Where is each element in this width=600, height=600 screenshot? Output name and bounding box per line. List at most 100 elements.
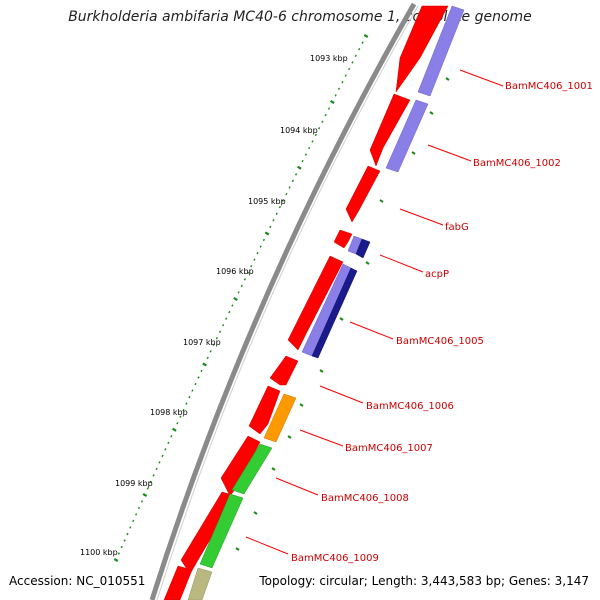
leader-line [245,536,289,555]
gene-label-1001: BamMC406_1001 [505,81,593,92]
ruler-major-tick [142,492,148,497]
ruler-major-tick [233,296,238,302]
ruler-minor-tick [243,278,247,281]
outer-tick [365,261,370,265]
ruler-minor-tick [182,408,185,412]
ruler-minor-tick [221,323,225,327]
gene-arrow-1007 [248,385,281,435]
leader-line [427,144,472,162]
ruler-minor-tick [197,376,200,379]
gene-arrow-fabg [345,165,381,223]
ruler-minor-tick [215,337,219,340]
ruler-minor-tick [246,271,250,275]
ruler-minor-tick [176,422,179,425]
outer-tick [319,369,324,373]
ruler-minor-tick [269,225,272,229]
cog-block-1005-b [311,267,358,359]
ruler-major-tick [202,362,207,367]
ruler-minor-tick [126,532,129,536]
ruler-minor-tick [317,127,321,130]
gene-label-1009: BamMC406_1009 [291,553,379,564]
ruler-minor-tick [158,461,161,464]
ruler-minor-tick [191,389,194,392]
ruler-major-tick [113,558,119,562]
ruler-minor-tick [137,506,141,510]
ruler-minor-tick [225,317,228,320]
ruler-major-tick [330,99,335,104]
ruler-minor-tick [344,74,347,77]
topology-text: Topology: circular; Length: 3,443,583 bp… [259,574,589,588]
gene-arrow-1008 [220,435,261,497]
gene-label-1007: BamMC406_1007 [345,443,433,454]
gene-arrow-1002 [369,93,411,167]
leader-line [349,321,394,340]
ruler-minor-tick [170,435,173,438]
cog-block-1007 [263,393,297,443]
ruler-minor-tick [288,186,291,189]
outer-tick [339,317,344,321]
cog-block-1001 [417,5,465,97]
gene-label-1008: BamMC406_1008 [321,493,409,504]
ruler-minor-tick [140,500,144,503]
outer-tick [411,151,416,155]
ruler-minor-tick [120,545,123,549]
gene-label-acpp: acpP [425,269,449,280]
ruler-minor-tick [228,310,231,314]
ruler-minor-tick [200,369,203,373]
ruler-minor-tick [206,356,209,360]
ruler-minor-tick [129,526,132,529]
ruler-minor-tick [337,87,341,90]
leader-line [459,69,504,87]
outer-tick [379,199,384,203]
cog-block-1010 [187,567,213,600]
ruler-minor-tick [161,454,164,458]
ruler-minor-tick [262,238,266,242]
ruler-minor-tick [167,441,170,445]
gene-arrow-1005 [287,255,344,351]
ruler-minor-tick [291,179,295,183]
leader-line [379,254,424,273]
ruler-minor-tick [285,192,288,196]
forward-gene-track [163,5,449,600]
ruler-minor-tick [347,67,351,71]
ruler-minor-tick [164,448,167,451]
ruler-major-tick [172,427,177,432]
ruler-minor-tick [275,212,278,215]
ruler-minor-tick [354,54,357,58]
gene-arrow-1010 [163,565,193,600]
cog-block-1009 [199,493,244,569]
ruler-minor-tick [185,402,188,405]
ruler-minor-tick [321,120,324,123]
ruler-minor-tick [308,146,311,150]
kbp-label: 1094 kbp [280,126,318,135]
gene-arrow-1006 [269,355,299,386]
ruler-major-tick [264,231,270,236]
ruler-minor-tick [358,47,361,51]
ruler-minor-tick [209,350,212,353]
outer-tick [429,111,434,115]
gene-label-fabg: fabG [445,222,469,233]
gene-arrow-1001 [395,5,449,93]
ruler-minor-tick [324,113,327,117]
ruler-minor-tick [272,219,275,222]
ruler-minor-tick [218,330,222,333]
cog-block-1008 [231,443,273,495]
kbp-label: 1096 kbp [216,267,254,276]
kbp-label: 1097 kbp [183,338,221,347]
ruler-major-tick [363,34,369,38]
kbp-label: 1093 kbp [310,54,348,63]
ruler-minor-tick [327,107,331,110]
ruler-minor-tick [351,61,354,64]
ruler-minor-tick [281,199,285,202]
cog-block-1002 [385,99,429,173]
backbone-arc-highlight [156,5,419,600]
ruler-minor-tick [132,519,135,523]
ruler-minor-tick [152,474,155,477]
ruler-ticks [113,34,450,562]
cog-block-acpp-b [355,238,371,259]
ruler-minor-tick [278,205,282,209]
ruler-minor-tick [304,153,308,156]
ruler-minor-tick [179,415,182,418]
cog-track [187,5,465,600]
